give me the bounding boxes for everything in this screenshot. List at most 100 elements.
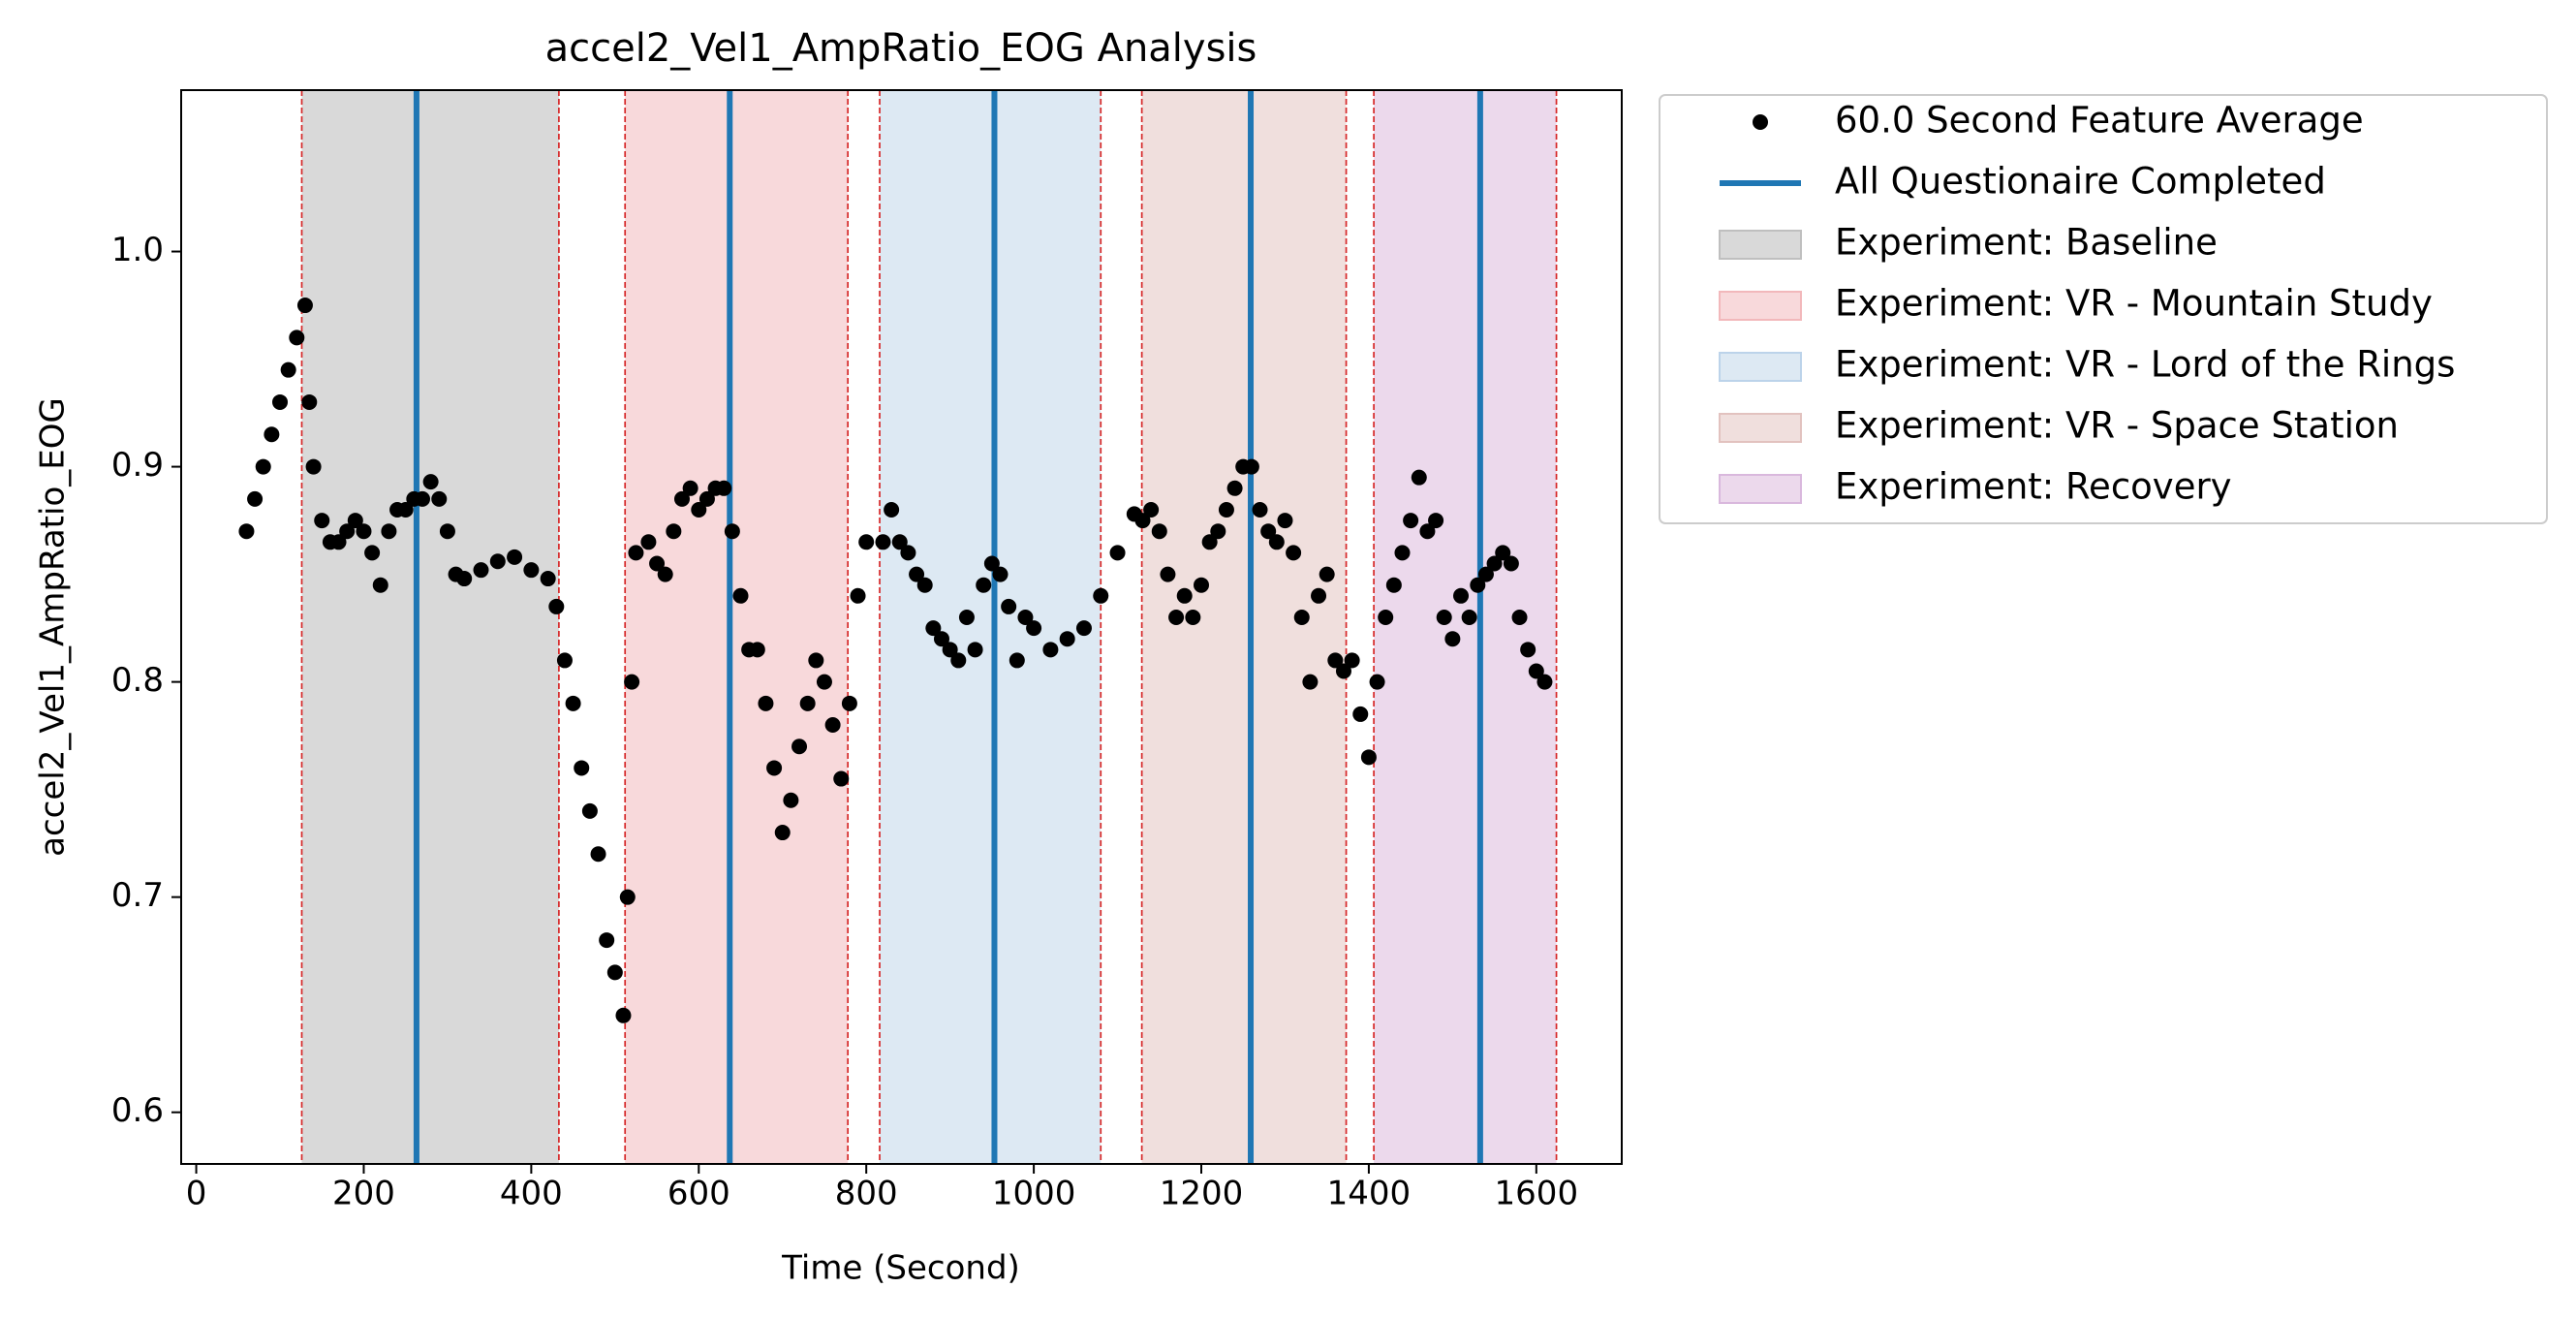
data-point — [841, 695, 857, 711]
data-point — [1360, 749, 1377, 766]
data-point — [422, 474, 439, 490]
data-point — [1176, 587, 1193, 604]
data-point — [356, 523, 372, 540]
data-point — [628, 545, 644, 561]
data-point — [1428, 513, 1444, 529]
data-point — [301, 393, 318, 410]
legend-label: Experiment: VR - Space Station — [1835, 405, 2399, 447]
data-point — [1436, 610, 1452, 626]
data-point — [666, 523, 682, 540]
legend-label: Experiment: Recovery — [1835, 466, 2232, 508]
data-point — [900, 545, 916, 561]
data-point — [1302, 674, 1319, 690]
data-point — [1461, 610, 1477, 626]
data-point — [507, 549, 523, 565]
x-tick-label: 0 — [186, 1175, 207, 1213]
data-point — [439, 523, 455, 540]
y-tick-label: 0.8 — [111, 661, 164, 700]
x-tick-label: 1200 — [1160, 1175, 1244, 1213]
legend-marker — [1753, 114, 1768, 130]
data-point — [657, 566, 673, 582]
data-point — [858, 534, 875, 550]
data-point — [1160, 566, 1176, 582]
data-point — [1026, 620, 1042, 637]
data-point — [673, 490, 690, 507]
data-point — [1226, 480, 1243, 496]
span — [1141, 90, 1347, 1164]
data-point — [247, 490, 264, 507]
data-point — [1042, 642, 1059, 658]
data-point — [958, 610, 975, 626]
data-point — [1194, 577, 1210, 593]
data-point — [724, 523, 740, 540]
x-tick-label: 200 — [332, 1175, 395, 1213]
data-point — [1477, 566, 1494, 582]
data-point — [372, 577, 388, 593]
data-point — [599, 932, 615, 949]
legend-frame — [1659, 94, 2548, 524]
legend-marker — [1719, 230, 1802, 260]
data-point — [749, 642, 765, 658]
data-point — [1444, 631, 1461, 647]
data-point — [305, 458, 322, 475]
data-point — [1286, 545, 1302, 561]
data-point — [289, 330, 305, 346]
data-point — [1168, 610, 1185, 626]
data-point — [816, 674, 832, 690]
data-point — [1260, 523, 1277, 540]
data-point — [925, 620, 942, 637]
data-point — [992, 566, 1009, 582]
data-point — [1520, 642, 1536, 658]
data-point — [1185, 610, 1201, 626]
data-point — [364, 545, 381, 561]
x-tick-label: 600 — [667, 1175, 730, 1213]
data-point — [296, 298, 313, 314]
data-point — [397, 501, 414, 518]
data-point — [824, 717, 841, 734]
data-point — [1109, 545, 1126, 561]
span — [625, 90, 849, 1164]
data-point — [1511, 610, 1528, 626]
data-point — [556, 652, 573, 669]
x-tick-label: 400 — [500, 1175, 563, 1213]
data-point — [976, 577, 992, 593]
legend-label: Experiment: VR - Lord of the Rings — [1835, 344, 2455, 386]
legend-marker — [1719, 413, 1802, 443]
data-point — [1134, 513, 1151, 529]
data-point — [649, 555, 666, 572]
data-point — [1536, 674, 1553, 690]
data-point — [758, 695, 774, 711]
data-point — [808, 652, 824, 669]
data-point — [783, 792, 799, 808]
data-point — [799, 695, 816, 711]
data-point — [1394, 545, 1411, 561]
span — [301, 90, 559, 1164]
data-point — [691, 501, 707, 518]
data-point — [581, 802, 598, 819]
data-point — [916, 577, 933, 593]
data-point — [909, 566, 925, 582]
legend-marker — [1719, 352, 1802, 382]
data-point — [1143, 501, 1160, 518]
data-point — [833, 770, 850, 787]
x-tick-label: 1400 — [1327, 1175, 1412, 1213]
data-point — [1344, 652, 1360, 669]
data-point — [255, 458, 271, 475]
data-point — [732, 587, 749, 604]
data-point — [1009, 652, 1025, 669]
data-point — [774, 825, 791, 841]
data-point — [1378, 610, 1394, 626]
data-point — [1385, 577, 1402, 593]
data-point — [606, 964, 623, 981]
data-point — [1210, 523, 1226, 540]
data-point — [473, 562, 489, 579]
legend-label: Experiment: Baseline — [1835, 222, 2218, 264]
data-point — [983, 555, 1000, 572]
data-point — [548, 598, 565, 614]
data-point — [523, 562, 540, 579]
data-point — [791, 738, 808, 755]
data-point — [1453, 587, 1470, 604]
data-point — [967, 642, 983, 658]
data-point — [698, 490, 715, 507]
data-point — [1093, 587, 1109, 604]
